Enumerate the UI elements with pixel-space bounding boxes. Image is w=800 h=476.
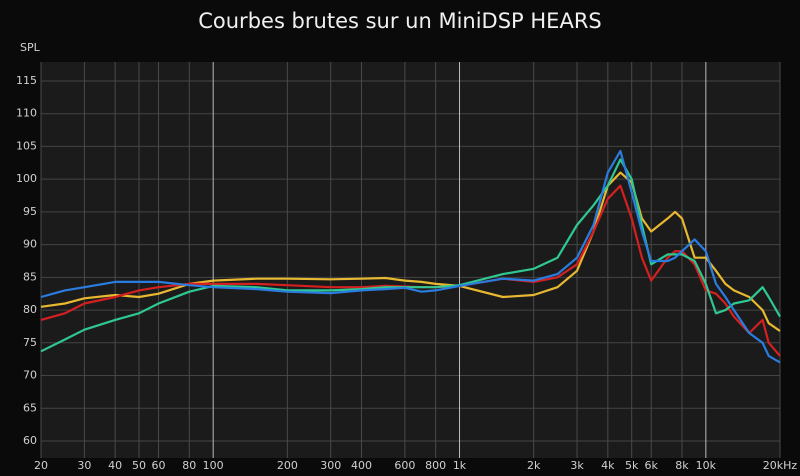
x-tick-label: 20 <box>34 459 48 472</box>
y-tick-label: 90 <box>23 238 37 251</box>
series-line <box>40 158 781 353</box>
x-tick-label: 200 <box>277 459 298 472</box>
x-tick-label: 20kHz <box>763 459 798 472</box>
x-tick-label: 2k <box>527 459 541 472</box>
y-tick-label: 100 <box>16 172 37 185</box>
x-tick-label: 5k <box>625 459 639 472</box>
x-tick-label: 10k <box>696 459 717 472</box>
x-tick-label: 50 <box>132 459 146 472</box>
y-tick-label: 70 <box>23 369 37 382</box>
chart-title: Courbes brutes sur un MiniDSP HEARS <box>198 9 602 33</box>
x-tick-label: 6k <box>645 459 659 472</box>
y-axis-label: SPL <box>20 41 41 54</box>
x-tick-label: 80 <box>182 459 196 472</box>
y-tick-label: 75 <box>23 336 37 349</box>
x-tick-label: 300 <box>320 459 341 472</box>
x-tick-label: 40 <box>108 459 122 472</box>
y-tick-label: 80 <box>23 303 37 316</box>
x-tick-label: 400 <box>351 459 372 472</box>
x-tick-label: 3k <box>570 459 584 472</box>
x-tick-label: 1k <box>453 459 467 472</box>
y-tick-label: 115 <box>16 74 37 87</box>
series-line <box>40 149 781 364</box>
y-tick-label: 105 <box>16 139 37 152</box>
y-tick-label: 95 <box>23 205 37 218</box>
x-tick-label: 30 <box>77 459 91 472</box>
x-tick-label: 800 <box>425 459 446 472</box>
y-tick-label: 110 <box>16 107 37 120</box>
x-tick-label: 600 <box>394 459 415 472</box>
x-tick-label: 4k <box>601 459 615 472</box>
y-tick-label: 85 <box>23 270 37 283</box>
y-tick-label: 65 <box>23 401 37 414</box>
series-line <box>40 184 781 357</box>
x-tick-label: 8k <box>675 459 689 472</box>
y-tick-label: 60 <box>23 434 37 447</box>
x-tick-label: 60 <box>152 459 166 472</box>
x-tick-label: 100 <box>203 459 224 472</box>
